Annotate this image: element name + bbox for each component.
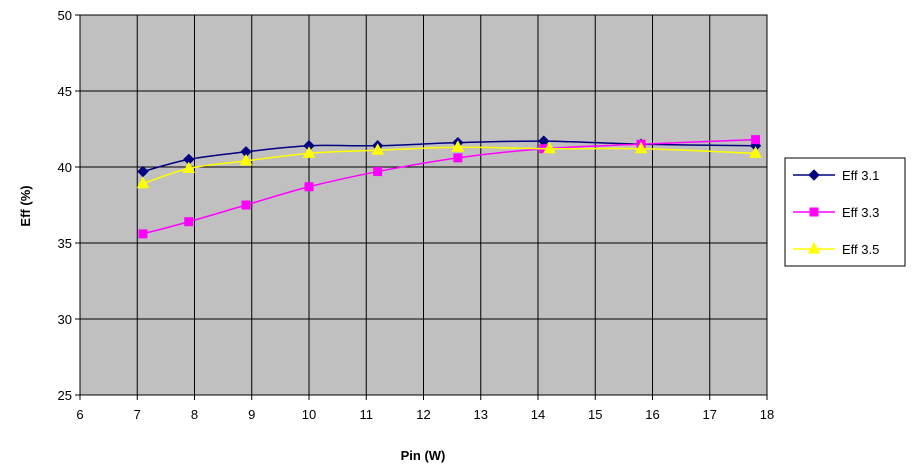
data-point	[184, 217, 194, 227]
legend-marker	[808, 169, 820, 181]
x-tick-label: 12	[416, 407, 430, 422]
series-line	[142, 138, 756, 235]
x-tick-label: 10	[302, 407, 316, 422]
data-point	[241, 200, 251, 210]
x-tick-label: 16	[645, 407, 659, 422]
data-point	[373, 167, 383, 177]
x-tick-label: 9	[248, 407, 255, 422]
series-eff-3-5	[136, 140, 762, 189]
legend-label: Eff 3.1	[842, 168, 879, 183]
data-point	[136, 176, 150, 189]
y-tick-label: 35	[58, 236, 72, 251]
data-point	[453, 153, 463, 163]
data-point	[239, 153, 253, 166]
x-tick-label: 15	[588, 407, 602, 422]
x-tick-label: 13	[474, 407, 488, 422]
x-tick-label: 14	[531, 407, 545, 422]
y-tick-label: 45	[58, 84, 72, 99]
data-point	[751, 135, 761, 145]
data-point	[749, 146, 762, 158]
legend-label: Eff 3.3	[842, 205, 879, 220]
legend-label: Eff 3.5	[842, 242, 879, 257]
x-tick-label: 8	[191, 407, 198, 422]
series-layer	[136, 135, 762, 239]
data-point	[182, 161, 196, 174]
x-tick-label: 7	[134, 407, 141, 422]
x-tick-label: 17	[703, 407, 717, 422]
series-line	[142, 146, 756, 185]
data-point	[138, 229, 148, 239]
data-point	[543, 141, 556, 154]
y-tick-label: 30	[58, 312, 72, 327]
x-tick-label: 11	[360, 407, 374, 422]
data-point	[302, 146, 316, 158]
y-tick-label: 50	[58, 8, 72, 23]
x-tick-label: 18	[760, 407, 774, 422]
x-axis-title: Pin (W)	[401, 448, 446, 463]
y-tick-label: 25	[58, 388, 72, 403]
tick-labels: 6 7 8 9 10 11 12 13 14 15 16 17 18 25 30 35 40 45 50	[58, 8, 775, 422]
y-axis-title: Eff (%)	[18, 185, 33, 226]
data-point	[137, 165, 149, 178]
legend: Eff 3.1 Eff 3.3 Eff 3.5	[784, 157, 906, 267]
data-point	[634, 141, 648, 154]
y-tick-label: 40	[58, 160, 72, 175]
data-point	[451, 140, 465, 152]
legend-marker	[807, 241, 821, 254]
data-point	[304, 182, 314, 192]
plot-area	[75, 14, 768, 400]
data-point	[371, 143, 385, 155]
x-tick-label: 6	[76, 407, 83, 422]
legend-marker	[809, 207, 819, 217]
